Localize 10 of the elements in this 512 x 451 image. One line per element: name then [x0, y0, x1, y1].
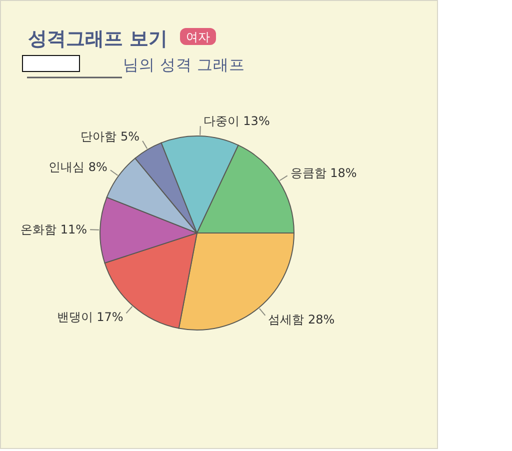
- stamp-badge: 여자: [180, 28, 216, 45]
- slice-label: 인내심 8%: [48, 160, 108, 174]
- slice-label: 섬세함 28%: [268, 312, 335, 326]
- slice-label: 다중이 13%: [203, 114, 270, 128]
- slice-label: 밴댕이 17%: [56, 310, 124, 324]
- chart-subtitle: 님의 성격 그래프: [123, 56, 245, 74]
- slice-label: 온화함 11%: [20, 222, 88, 236]
- slice-label: 단아함 5%: [80, 130, 140, 144]
- chart-title: 성격그래프 보기: [28, 28, 168, 50]
- slice-label: 응큼함 18%: [290, 166, 357, 180]
